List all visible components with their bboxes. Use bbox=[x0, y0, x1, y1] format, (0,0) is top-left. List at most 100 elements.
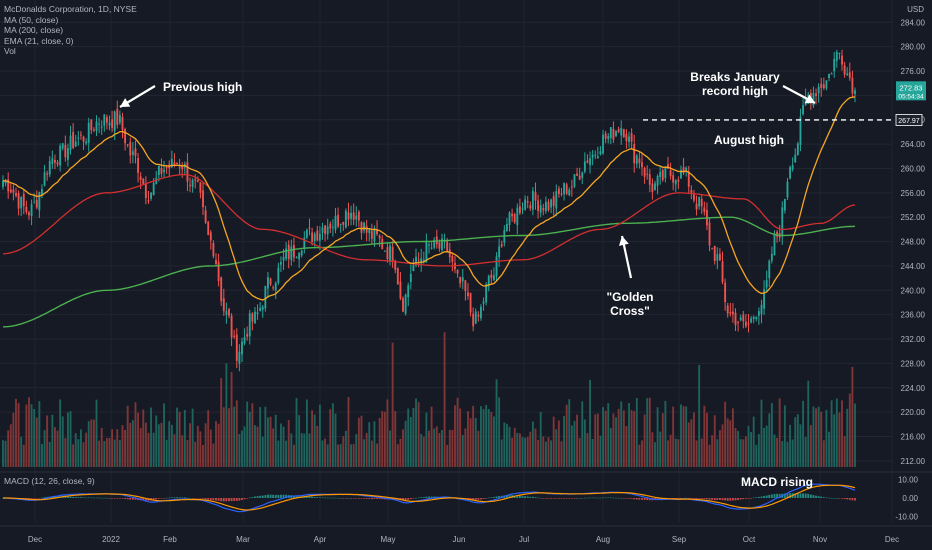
ma50-line bbox=[2, 173, 856, 267]
macd-histogram-bar bbox=[480, 498, 482, 500]
candle-body bbox=[560, 193, 563, 195]
macd-histogram-bar bbox=[98, 497, 101, 499]
macd-histogram-bar bbox=[316, 497, 319, 498]
candle-body bbox=[482, 301, 485, 304]
legend-macd[interactable]: MACD (12, 26, close, 9) bbox=[4, 476, 95, 486]
volume-bar bbox=[820, 411, 823, 467]
candle-body bbox=[729, 312, 732, 314]
macd-histogram-bar bbox=[594, 497, 597, 499]
macd-histogram-bar bbox=[648, 498, 651, 501]
candle-body bbox=[212, 243, 215, 257]
candle-body bbox=[747, 323, 750, 325]
candle-body bbox=[152, 182, 155, 196]
candle-body bbox=[763, 289, 766, 309]
volume-bar bbox=[46, 415, 49, 467]
macd-histogram-bar bbox=[321, 497, 324, 499]
volume-bar bbox=[430, 406, 433, 467]
macd-histogram-bar bbox=[505, 495, 508, 498]
candle-body bbox=[121, 116, 124, 130]
volume-bar bbox=[290, 433, 293, 467]
candle-body bbox=[12, 189, 15, 193]
volume-bar bbox=[212, 443, 215, 467]
candle-body bbox=[651, 183, 654, 193]
candle-body bbox=[796, 143, 799, 155]
candle-body bbox=[326, 226, 329, 235]
volume-bar bbox=[324, 438, 327, 467]
candle-body bbox=[373, 227, 376, 242]
macd-histogram-bar bbox=[744, 498, 747, 499]
volume-bar bbox=[690, 419, 693, 467]
candle-body bbox=[461, 277, 464, 282]
candle-body bbox=[38, 191, 41, 211]
annotation-macd-rising: MACD rising bbox=[741, 475, 813, 489]
macd-histogram-bar bbox=[555, 498, 558, 499]
volume-bar bbox=[173, 434, 176, 467]
macd-histogram-bar bbox=[617, 497, 620, 499]
time-tick-label: Feb bbox=[163, 535, 177, 544]
macd-histogram-bar bbox=[843, 498, 846, 500]
candle-body bbox=[537, 200, 540, 212]
macd-histogram-bar bbox=[404, 498, 407, 501]
candle-body bbox=[825, 80, 828, 89]
macd-histogram-bar bbox=[28, 498, 30, 499]
legend-ema21[interactable]: EMA (21, close, 0) bbox=[4, 35, 74, 46]
volume-bar bbox=[79, 429, 82, 467]
macd-histogram-bar bbox=[526, 496, 529, 498]
volume-bar bbox=[264, 406, 267, 467]
candle-body bbox=[422, 259, 425, 262]
volume-bar bbox=[565, 404, 568, 467]
volume-bar bbox=[443, 332, 446, 467]
candle-body bbox=[799, 116, 802, 145]
macd-histogram-bar bbox=[157, 498, 160, 499]
volume-bar bbox=[404, 420, 407, 467]
candlesticks bbox=[2, 49, 856, 372]
candle-body bbox=[493, 275, 495, 280]
volume-bar bbox=[360, 415, 363, 467]
candle-body bbox=[700, 199, 703, 207]
legend-ma200[interactable]: MA (200, close) bbox=[4, 25, 64, 35]
candle-body bbox=[521, 208, 524, 210]
macd-panel: 10.00 0.00 -10.00 bbox=[2, 476, 919, 521]
arrow-breaks-january-head bbox=[804, 94, 815, 104]
candle-body bbox=[163, 169, 165, 173]
symbol-title[interactable]: McDonalds Corporation, 1D, NYSE bbox=[4, 4, 137, 14]
candle-body bbox=[529, 205, 532, 209]
macd-histogram-bar bbox=[625, 498, 628, 499]
candle-body bbox=[682, 167, 685, 173]
macd-histogram-bar bbox=[100, 497, 103, 499]
volume-bar bbox=[498, 397, 501, 467]
volume-bar bbox=[467, 411, 469, 467]
volume-bar bbox=[622, 410, 625, 467]
volume-bar bbox=[687, 422, 690, 467]
macd-histogram-bar bbox=[846, 498, 849, 500]
volume-bar bbox=[724, 401, 727, 467]
volume-bar bbox=[835, 398, 838, 467]
volume-bar bbox=[815, 408, 817, 467]
macd-histogram-bar bbox=[142, 498, 145, 501]
macd-histogram-bar bbox=[817, 496, 820, 498]
legend-ma50[interactable]: MA (50, close) bbox=[4, 14, 59, 25]
candle-body bbox=[100, 126, 103, 128]
macd-histogram-bar bbox=[693, 498, 695, 499]
volume-bar bbox=[196, 425, 199, 467]
candle-body bbox=[773, 233, 776, 256]
macd-histogram-bar bbox=[274, 494, 277, 498]
candle-body bbox=[142, 178, 145, 185]
volume-bar bbox=[300, 433, 303, 467]
volume-bar bbox=[695, 440, 698, 467]
volume-bar bbox=[459, 408, 462, 467]
volume-bar bbox=[365, 432, 368, 467]
macd-histogram-bar bbox=[674, 498, 677, 499]
volume-bar bbox=[505, 423, 508, 467]
volume-bar bbox=[373, 421, 376, 467]
candle-body bbox=[654, 183, 656, 191]
macd-histogram-bar bbox=[155, 498, 158, 500]
candle-body bbox=[786, 181, 789, 198]
candle-body bbox=[500, 244, 503, 247]
candle-body bbox=[542, 208, 545, 211]
macd-histogram-bar bbox=[783, 493, 786, 498]
candle-body bbox=[134, 148, 137, 157]
volume-bar bbox=[669, 434, 672, 467]
legend-vol[interactable]: Vol bbox=[4, 46, 16, 56]
